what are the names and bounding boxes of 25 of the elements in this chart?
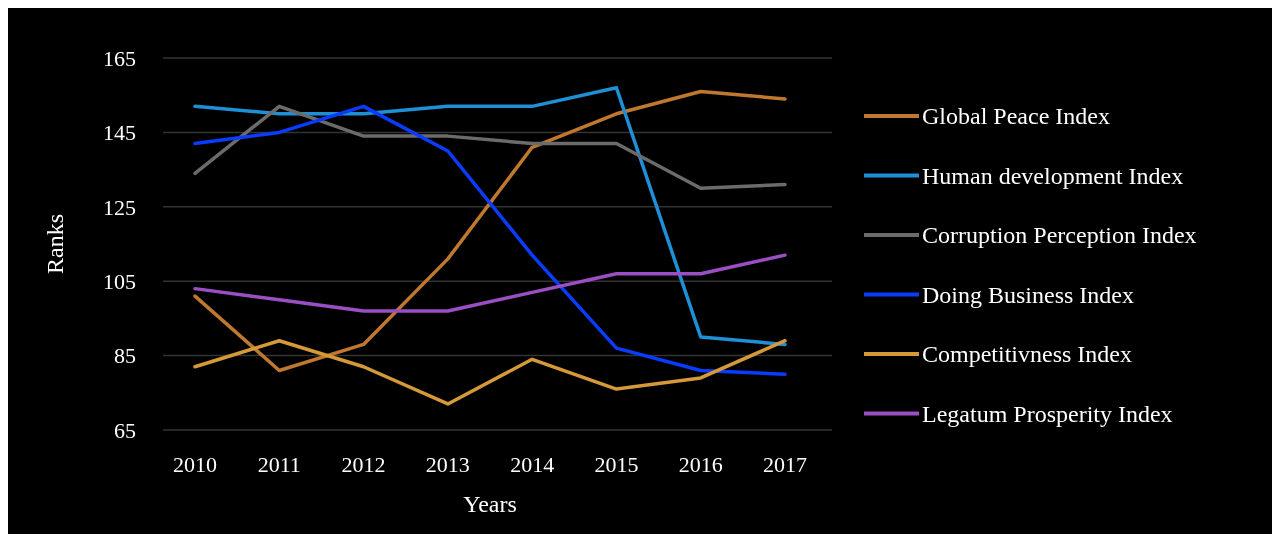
x-tick-label: 2017 [763, 452, 807, 477]
x-tick-label: 2013 [425, 452, 470, 477]
line-series [193, 104, 787, 190]
x-tick-label: 2015 [594, 452, 639, 477]
y-tick-label: 85 [114, 343, 136, 369]
line-series [193, 338, 787, 406]
y-tick-label: 165 [103, 45, 136, 71]
x-tick-label: 2016 [678, 452, 723, 477]
x-tick-label: 2012 [341, 452, 386, 477]
y-tick-label: 65 [114, 417, 136, 443]
legend-label: Human development Index [922, 162, 1184, 189]
y-tick-label: 105 [103, 268, 136, 294]
legend-label: Competitivness Index [922, 341, 1132, 368]
y-tick-label: 145 [103, 120, 136, 146]
x-tick-label: 2011 [257, 452, 301, 477]
legend-label: Global Peace Index [922, 103, 1110, 130]
legend-label: Corruption Perception Index [922, 222, 1197, 249]
y-axis-title: Ranks [42, 214, 68, 274]
line-series [193, 253, 787, 313]
legend-label: Doing Business Index [922, 281, 1134, 308]
y-tick-label: 125 [103, 194, 136, 220]
x-tick-label: 2010 [173, 452, 217, 477]
x-tick-label: 2014 [510, 452, 555, 477]
x-axis-title: Years [463, 491, 517, 517]
legend-label: Legatum Prosperity Index [922, 400, 1173, 427]
